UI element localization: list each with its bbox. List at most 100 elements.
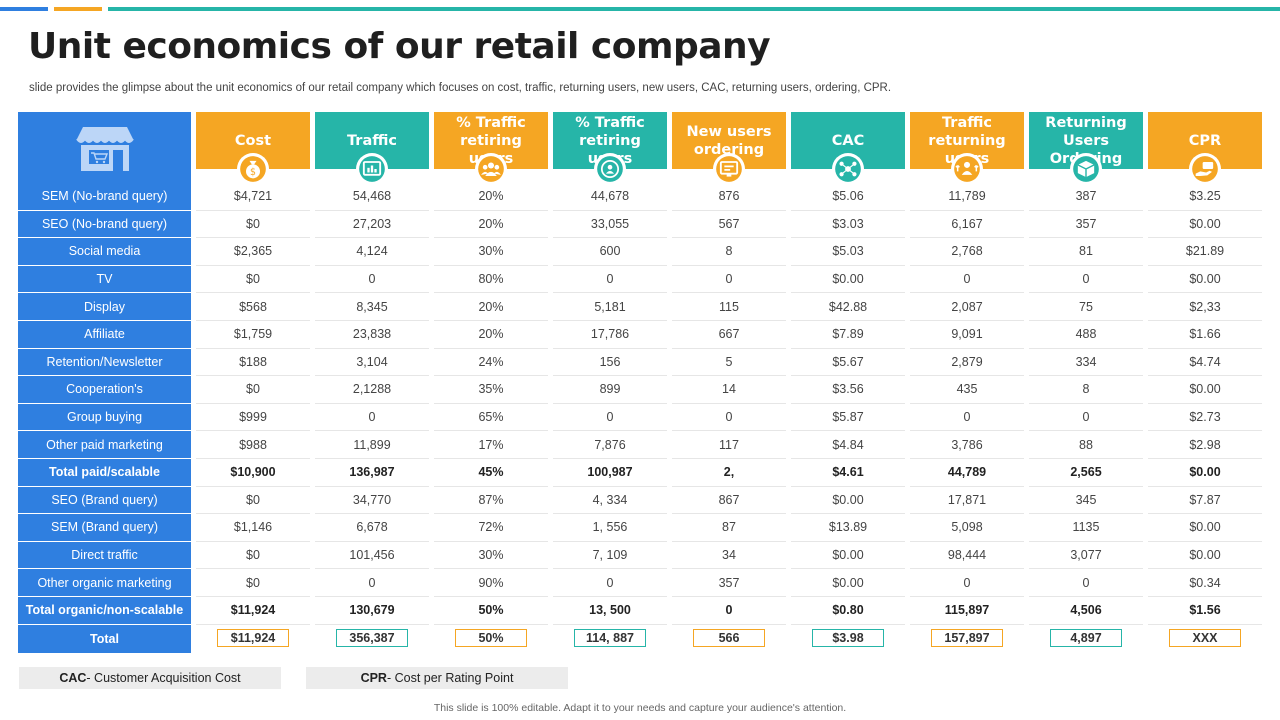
table-cell: 34,770 xyxy=(315,487,429,515)
table-cell: $2,33 xyxy=(1148,293,1262,321)
table-cell: $5.87 xyxy=(791,404,905,432)
table-cell: $10,900 xyxy=(196,459,310,487)
top-accent-bar-orange xyxy=(54,7,102,11)
table-cell: 0 xyxy=(553,569,667,597)
row-header: Social media xyxy=(18,238,191,265)
legend-cac: CAC - Customer Acquisition Cost xyxy=(19,667,281,689)
table-cell: 87% xyxy=(434,487,548,515)
table-cell: 27,203 xyxy=(315,211,429,239)
table-cell: 20% xyxy=(434,293,548,321)
table-cell: 4, 334 xyxy=(553,487,667,515)
column-icon-holder-7 xyxy=(1070,153,1102,185)
table-cell: $0 xyxy=(196,487,310,515)
table-cell: 98,444 xyxy=(910,542,1024,570)
table-cell: 6,167 xyxy=(910,211,1024,239)
table-cell: 0 xyxy=(910,404,1024,432)
table-cell: 5,181 xyxy=(553,293,667,321)
column-icon-holder-3 xyxy=(594,153,626,185)
top-accent-bar-blue xyxy=(0,7,48,11)
table-cell: 8,345 xyxy=(315,293,429,321)
table-cell: $3.25 xyxy=(1148,183,1262,211)
table-cell: $0.34 xyxy=(1148,569,1262,597)
table-cell: 44,678 xyxy=(553,183,667,211)
total-cell: 157,897 xyxy=(910,625,1024,653)
table-cell: 2,768 xyxy=(910,238,1024,266)
table-cell: 488 xyxy=(1029,321,1143,349)
column-icon-holder-2 xyxy=(475,153,507,185)
table-cell: 72% xyxy=(434,514,548,542)
legend-cpr-abbr: CPR xyxy=(360,671,387,685)
network-icon xyxy=(835,156,861,182)
table-cell: 0 xyxy=(672,404,786,432)
row-header: Total organic/non-scalable xyxy=(18,597,191,624)
table-cell: $0.00 xyxy=(1148,211,1262,239)
total-cell: $11,924 xyxy=(196,625,310,653)
table-cell: 54,468 xyxy=(315,183,429,211)
table-cell: $0.00 xyxy=(791,487,905,515)
global-users-icon xyxy=(597,156,623,182)
table-cell: $0 xyxy=(196,376,310,404)
table-cell: 3,104 xyxy=(315,349,429,377)
table-cell: 2,1288 xyxy=(315,376,429,404)
table-cell: $0.00 xyxy=(1148,266,1262,294)
total-cell: XXX xyxy=(1148,625,1262,653)
table-cell: 345 xyxy=(1029,487,1143,515)
table-cell: 117 xyxy=(672,431,786,459)
unit-economics-table: Cost$Traffic% Traffic retiring users% Tr… xyxy=(18,112,1262,656)
table-cell: $0.00 xyxy=(1148,376,1262,404)
table-cell: 115,897 xyxy=(910,597,1024,625)
table-cell: 17,871 xyxy=(910,487,1024,515)
table-cell: 334 xyxy=(1029,349,1143,377)
table-cell: 5 xyxy=(672,349,786,377)
row-header: Total paid/scalable xyxy=(18,459,191,486)
table-cell: $4.84 xyxy=(791,431,905,459)
table-cell: $0 xyxy=(196,211,310,239)
row-header: SEM (Brand query) xyxy=(18,514,191,541)
table-cell: 0 xyxy=(1029,404,1143,432)
table-cell: 0 xyxy=(672,266,786,294)
table-cell: 24% xyxy=(434,349,548,377)
table-cell: $568 xyxy=(196,293,310,321)
table-cell: $0.00 xyxy=(791,542,905,570)
table-cell: 115 xyxy=(672,293,786,321)
legend-cpr-text: - Cost per Rating Point xyxy=(386,671,514,685)
table-cell: $5.67 xyxy=(791,349,905,377)
table-cell: 14 xyxy=(672,376,786,404)
table-cell: $0 xyxy=(196,266,310,294)
table-cell: 11,789 xyxy=(910,183,1024,211)
table-cell: $4.61 xyxy=(791,459,905,487)
table-cell: 20% xyxy=(434,321,548,349)
table-cell: 2,879 xyxy=(910,349,1024,377)
table-cell: 5,098 xyxy=(910,514,1024,542)
table-cell: 3,077 xyxy=(1029,542,1143,570)
user-growth-icon xyxy=(954,156,980,182)
table-cell: $0 xyxy=(196,542,310,570)
column-icon-holder-1 xyxy=(356,153,388,185)
total-value-box: 356,387 xyxy=(336,629,408,648)
table-cell: $5.03 xyxy=(791,238,905,266)
total-value-box: $3.98 xyxy=(812,629,884,648)
table-cell: 0 xyxy=(315,569,429,597)
table-cell: $0.00 xyxy=(1148,514,1262,542)
table-cell: 667 xyxy=(672,321,786,349)
table-cell: $1,146 xyxy=(196,514,310,542)
store-icon xyxy=(75,126,134,171)
row-header: Group buying xyxy=(18,403,191,431)
total-cell: 114, 887 xyxy=(553,625,667,653)
table-cell: 44,789 xyxy=(910,459,1024,487)
table-cell: 17,786 xyxy=(553,321,667,349)
table-cell: 435 xyxy=(910,376,1024,404)
table-cell: 30% xyxy=(434,238,548,266)
table-cell: $4.74 xyxy=(1148,349,1262,377)
money-bag-icon: $ xyxy=(240,156,266,182)
table-cell: 8 xyxy=(672,238,786,266)
table-cell: 90% xyxy=(434,569,548,597)
table-cell: $3.03 xyxy=(791,211,905,239)
table-cell: 101,456 xyxy=(315,542,429,570)
column-icon-holder-5 xyxy=(832,153,864,185)
column-icon-holder-8 xyxy=(1189,153,1221,185)
table-cell: 7,876 xyxy=(553,431,667,459)
table-cell: $3.56 xyxy=(791,376,905,404)
table-cell: 0 xyxy=(553,404,667,432)
column-header-label: Traffic xyxy=(347,132,397,149)
